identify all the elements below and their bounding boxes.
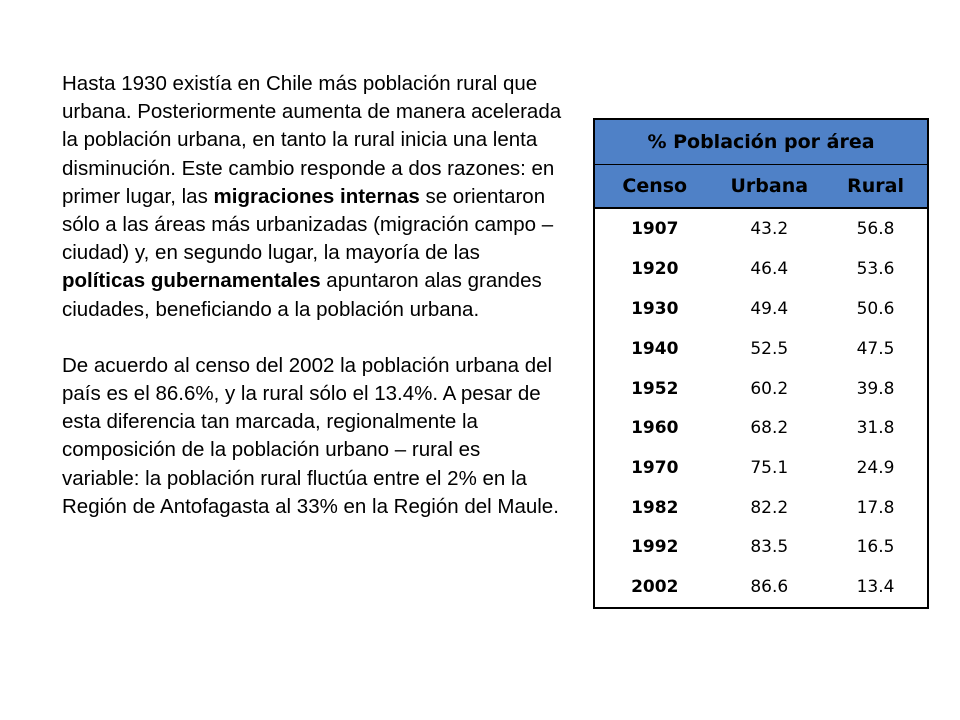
cell-urbana: 75.1 — [750, 457, 789, 478]
cell-rural: 56.8 — [856, 219, 895, 240]
table-row: 1992 83.5 16.5 — [595, 528, 927, 568]
table-row: 2002 86.6 13.4 — [595, 567, 927, 607]
cell-urbana: 82.2 — [750, 497, 789, 518]
cell-rural: 53.6 — [856, 259, 895, 280]
table-row: 1970 75.1 24.9 — [595, 448, 927, 488]
cell-rural: 16.5 — [856, 537, 895, 558]
cell-censo: 1952 — [631, 378, 679, 399]
table-row: 1920 46.4 53.6 — [595, 250, 927, 290]
table-row: 1952 60.2 39.8 — [595, 369, 927, 409]
cell-urbana: 68.2 — [750, 418, 789, 439]
cell-urbana: 86.6 — [750, 577, 789, 598]
cell-rural: 31.8 — [856, 418, 895, 439]
cell-urbana: 46.4 — [750, 259, 789, 280]
cell-urbana: 83.5 — [750, 537, 789, 558]
cell-censo: 1970 — [631, 457, 679, 478]
body-text: Hasta 1930 existía en Chile más població… — [62, 70, 562, 521]
cell-censo: 2002 — [631, 577, 679, 598]
text-run: Hasta 1930 existía en Chile más població… — [62, 72, 562, 208]
table-title: % Población por área — [595, 120, 927, 165]
cell-censo: 1907 — [631, 219, 679, 240]
cell-urbana: 52.5 — [750, 338, 789, 359]
cell-rural: 50.6 — [856, 299, 895, 320]
table-row: 1960 68.2 31.8 — [595, 408, 927, 448]
table-row: 1907 43.2 56.8 — [595, 208, 927, 250]
cell-urbana: 49.4 — [750, 299, 789, 320]
cell-censo: 1930 — [631, 299, 679, 320]
bold-text-run: migraciones internas — [213, 184, 420, 208]
cell-urbana: 60.2 — [750, 378, 789, 399]
cell-rural: 39.8 — [856, 378, 895, 399]
paragraph-1: Hasta 1930 existía en Chile más població… — [62, 70, 562, 324]
cell-urbana: 43.2 — [750, 219, 789, 240]
bold-text-run: políticas gubernamentales — [62, 269, 321, 293]
column-header-urbana: Urbana — [714, 164, 825, 209]
cell-rural: 47.5 — [856, 338, 895, 359]
cell-rural: 13.4 — [856, 577, 895, 598]
text-run: se orientaron sólo a las áreas más urban… — [62, 184, 554, 265]
cell-censo: 1920 — [631, 259, 679, 280]
cell-censo: 1982 — [631, 497, 679, 518]
paragraph-2: De acuerdo al censo del 2002 la població… — [62, 352, 562, 521]
table-row: 1982 82.2 17.8 — [595, 488, 927, 528]
column-header-censo: Censo — [595, 164, 715, 209]
text-run: apuntaron alas grandes ciudades, benefic… — [62, 269, 542, 321]
population-table: % Población por área Censo Urbana Rural … — [595, 120, 927, 607]
population-table-container: % Población por área Censo Urbana Rural … — [593, 118, 929, 609]
cell-censo: 1940 — [631, 338, 679, 359]
text-run: De acuerdo al censo del 2002 la població… — [62, 353, 559, 518]
cell-censo: 1992 — [631, 537, 679, 558]
table-row: 1940 52.5 47.5 — [595, 329, 927, 369]
cell-censo: 1960 — [631, 418, 679, 439]
table-row: 1930 49.4 50.6 — [595, 289, 927, 329]
table-body: 1907 43.2 56.8 1920 46.4 53.6 1930 49.4 50.6 1940… — [595, 208, 927, 607]
cell-rural: 17.8 — [856, 497, 895, 518]
column-header-rural: Rural — [824, 164, 927, 209]
cell-rural: 24.9 — [856, 457, 895, 478]
